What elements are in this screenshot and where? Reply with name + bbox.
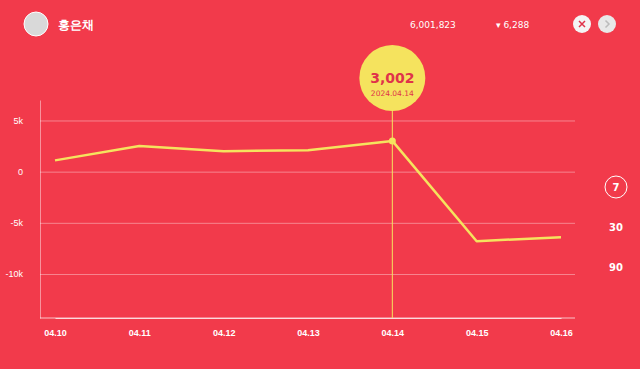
- y-tick-label: -5k: [10, 218, 23, 228]
- x-tick: 04.13: [297, 318, 320, 338]
- chart-root: 홍은채6,001,823▾ 6,288730905k0-5k-10k04.100…: [0, 0, 640, 369]
- x-tick-label: 04.16: [550, 328, 573, 338]
- period-option[interactable]: 90: [609, 262, 623, 273]
- y-tick: -10k: [5, 269, 575, 279]
- grid-line: [40, 120, 575, 121]
- total-count: 6,001,823: [410, 20, 456, 30]
- selected-ring: [605, 176, 627, 198]
- x-axis: 04.10 04.11 04.12 04.13 04.14 04.15 04.16: [44, 318, 573, 338]
- y-tick-label: 5k: [13, 116, 23, 126]
- x-tick: 04.16: [550, 318, 573, 338]
- x-tick: 04.11: [129, 318, 151, 338]
- highlight-point: [389, 137, 396, 144]
- guide-line: [392, 100, 393, 318]
- x-tick-label: 04.11: [129, 328, 151, 338]
- period-label[interactable]: 90: [609, 262, 623, 273]
- grid-line: [40, 274, 575, 275]
- x-tick: 04.15: [466, 318, 489, 338]
- bubble-date: 2024.04.14: [371, 89, 414, 98]
- y-tick-label: -10k: [5, 269, 23, 279]
- x-tick: 04.10: [44, 318, 67, 338]
- x-axis-line: [56, 318, 562, 319]
- x-tick-label: 04.10: [44, 328, 67, 338]
- close-button[interactable]: [573, 15, 591, 33]
- period-label[interactable]: 30: [609, 222, 623, 233]
- y-axis-line: [40, 101, 41, 319]
- next-button[interactable]: [598, 15, 616, 33]
- grid-line: [40, 172, 575, 173]
- change-count: ▾ 6,288: [496, 20, 529, 30]
- bubble-value: 3,002: [370, 70, 414, 86]
- x-tick-label: 04.12: [213, 328, 236, 338]
- x-baseline: [40, 318, 575, 319]
- y-axis: 5k 0 -5k -10k: [5, 101, 575, 319]
- x-tick: 04.14: [382, 318, 405, 338]
- period-option[interactable]: 30: [609, 222, 623, 233]
- bubble-bg: [359, 45, 425, 111]
- x-tick-label: 04.15: [466, 328, 489, 338]
- data-line: [55, 141, 561, 241]
- highlight-bubble: 3,002 2024.04.14: [359, 45, 425, 111]
- y-tick-label: 0: [18, 167, 23, 177]
- period-label[interactable]: 7: [613, 182, 620, 193]
- y-tick: 5k: [13, 116, 575, 126]
- x-tick-label: 04.13: [297, 328, 320, 338]
- plot-area: [55, 100, 561, 318]
- period-option[interactable]: 7: [605, 176, 627, 198]
- y-tick: 0: [18, 167, 575, 177]
- grid-line: [40, 223, 575, 224]
- profile-name: 홍은채: [58, 18, 94, 32]
- y-tick: -5k: [10, 218, 575, 228]
- x-tick-label: 04.14: [382, 328, 405, 338]
- avatar: [24, 12, 48, 36]
- x-tick: 04.12: [213, 318, 236, 338]
